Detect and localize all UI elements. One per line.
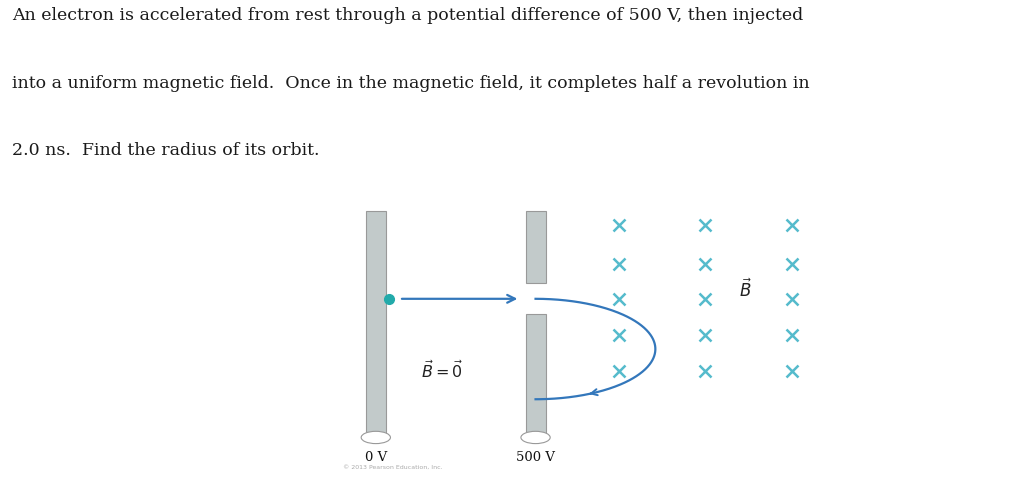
Text: © 2013 Pearson Education, Inc.: © 2013 Pearson Education, Inc. (342, 464, 442, 469)
Text: $\vec{B}$: $\vec{B}$ (738, 278, 752, 300)
Text: 0 V: 0 V (365, 450, 387, 464)
Text: 2.0 ns.  Find the radius of its orbit.: 2.0 ns. Find the radius of its orbit. (12, 142, 319, 158)
Bar (366, 212, 386, 437)
Text: 500 V: 500 V (516, 450, 555, 464)
Bar (525, 212, 546, 284)
Bar (525, 314, 546, 437)
Text: $\vec{B}=\vec{0}$: $\vec{B}=\vec{0}$ (421, 360, 464, 381)
Circle shape (521, 432, 550, 444)
Circle shape (361, 432, 390, 444)
Text: into a uniform magnetic field.  Once in the magnetic field, it completes half a : into a uniform magnetic field. Once in t… (12, 74, 810, 91)
Text: An electron is accelerated from rest through a potential difference of 500 V, th: An electron is accelerated from rest thr… (12, 7, 804, 24)
